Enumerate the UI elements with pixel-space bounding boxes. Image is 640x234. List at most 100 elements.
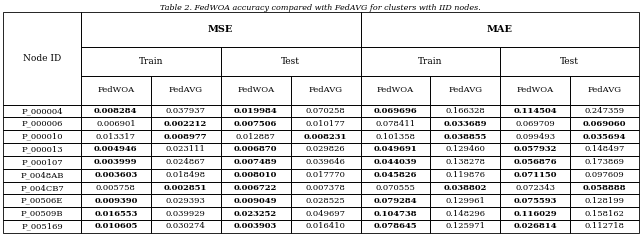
Bar [360,156,431,169]
Bar [360,220,431,233]
Text: Table 2. FedWOA accuracy compared with FedAVG for clusters with IID nodes.: Table 2. FedWOA accuracy compared with F… [159,4,481,11]
Text: P_000004: P_000004 [21,107,63,115]
Bar [500,194,570,207]
Text: 0.049697: 0.049697 [305,210,346,218]
Bar [151,76,221,105]
Text: 0.099493: 0.099493 [515,133,556,141]
Text: 0.069709: 0.069709 [515,120,555,128]
Text: 0.029393: 0.029393 [166,197,205,205]
Text: 0.012887: 0.012887 [236,133,276,141]
Text: FedAVG: FedAVG [308,86,342,94]
Bar [431,207,500,220]
Text: 0.003603: 0.003603 [94,171,138,179]
Bar [3,143,81,156]
Text: 0.128199: 0.128199 [584,197,625,205]
Bar [3,220,81,233]
Bar [570,130,639,143]
Bar [500,47,639,76]
Bar [221,169,291,182]
Text: 0.075593: 0.075593 [513,197,557,205]
Text: 0.003903: 0.003903 [234,223,277,230]
Bar [221,143,291,156]
Text: 0.247359: 0.247359 [584,107,625,115]
Bar [570,169,639,182]
Bar [3,105,81,117]
Text: P_004CB7: P_004CB7 [20,184,64,192]
Text: 0.006722: 0.006722 [234,184,277,192]
Bar [3,207,81,220]
Bar [500,105,570,117]
Text: FedWOA: FedWOA [237,86,274,94]
Bar [360,47,500,76]
Bar [500,156,570,169]
Bar [221,156,291,169]
Text: 0.002851: 0.002851 [164,184,207,192]
Bar [500,117,570,130]
Bar [500,182,570,194]
Text: 0.112718: 0.112718 [584,223,625,230]
Text: 0.033689: 0.033689 [444,120,487,128]
Text: FedAVG: FedAVG [588,86,621,94]
Text: 0.018498: 0.018498 [166,171,206,179]
Bar [221,76,291,105]
Bar [500,207,570,220]
Text: 0.024867: 0.024867 [166,158,205,166]
Bar [500,143,570,156]
Bar [360,12,639,47]
Text: 0.057932: 0.057932 [513,146,557,154]
Bar [81,76,151,105]
Bar [81,156,151,169]
Text: Train: Train [418,57,443,66]
Bar [3,194,81,207]
Text: MSE: MSE [208,25,234,34]
Bar [81,12,360,47]
Text: 0.039929: 0.039929 [166,210,205,218]
Text: 0.035694: 0.035694 [583,133,626,141]
Bar [151,117,221,130]
Text: 0.166328: 0.166328 [445,107,485,115]
Bar [81,182,151,194]
Text: Test: Test [281,57,300,66]
Bar [221,194,291,207]
Text: 0.148296: 0.148296 [445,210,485,218]
Text: P_000006: P_000006 [21,120,63,128]
Text: 0.029826: 0.029826 [306,146,346,154]
Bar [570,220,639,233]
Bar [500,220,570,233]
Bar [81,47,221,76]
Bar [360,194,431,207]
Text: 0.119876: 0.119876 [445,171,485,179]
Bar [431,117,500,130]
Bar [291,220,360,233]
Text: 0.129460: 0.129460 [445,146,485,154]
Bar [431,194,500,207]
Text: 0.030274: 0.030274 [166,223,205,230]
Text: 0.008010: 0.008010 [234,171,277,179]
Text: 0.071150: 0.071150 [513,171,557,179]
Text: 0.005758: 0.005758 [96,184,136,192]
Text: 0.007506: 0.007506 [234,120,277,128]
Text: 0.010177: 0.010177 [306,120,346,128]
Text: 0.125971: 0.125971 [445,223,485,230]
Bar [3,156,81,169]
Bar [570,105,639,117]
Bar [570,143,639,156]
Text: 0.028525: 0.028525 [306,197,346,205]
Bar [151,169,221,182]
Bar [360,130,431,143]
Text: 0.008977: 0.008977 [164,133,207,141]
Bar [431,76,500,105]
Bar [81,105,151,117]
Text: 0.008284: 0.008284 [94,107,138,115]
Text: FedWOA: FedWOA [97,86,134,94]
Text: 0.101358: 0.101358 [376,133,415,141]
Bar [151,143,221,156]
Bar [291,194,360,207]
Bar [500,169,570,182]
Bar [151,220,221,233]
Text: 0.097609: 0.097609 [584,171,625,179]
Bar [431,143,500,156]
Text: P_000107: P_000107 [21,158,63,166]
Text: FedAVG: FedAVG [449,86,483,94]
Text: 0.023252: 0.023252 [234,210,277,218]
